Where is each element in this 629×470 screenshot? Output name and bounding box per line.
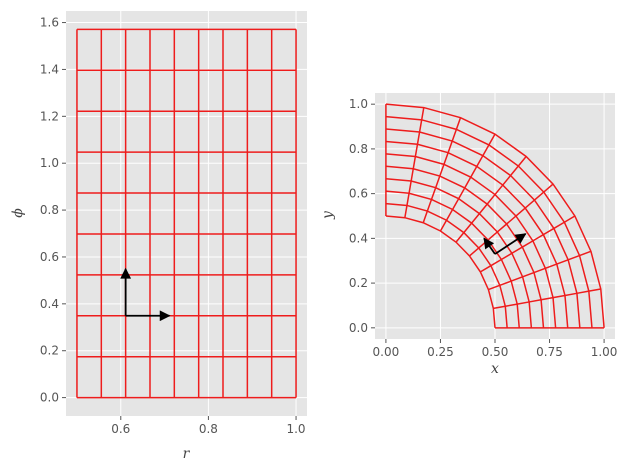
constant-r-curve	[385, 103, 605, 328]
y-tick-label: 0.4	[349, 231, 368, 245]
x-tick-label: 0.00	[373, 345, 400, 359]
constant-r-curve	[385, 177, 533, 328]
y-axis-label: ϕ	[10, 208, 26, 218]
basis-vectors	[483, 233, 527, 255]
y-tick-label: 0.6	[349, 187, 368, 201]
constant-r-curve	[385, 165, 545, 328]
constant-r-curve	[385, 202, 508, 328]
tick-labels: 0.6 0.8 1.0 0.0 0.2 0.4 0.6 0.8 1.0 1.2 1.4 1.6	[40, 16, 306, 436]
x-tick-label: 0.8	[199, 422, 218, 436]
x-tick-label: 1.0	[286, 422, 305, 436]
constant-phi-ray	[439, 133, 496, 232]
y-tick-label: 0.8	[349, 142, 368, 156]
constant-phi-ray	[493, 288, 601, 310]
tick-labels: 0.00 0.25 0.50 0.75 1.00 0.0 0.2 0.4 0.6 0.8 1.0	[349, 97, 618, 359]
x-tick-label: 1.00	[591, 345, 618, 359]
constant-r-curve	[385, 153, 557, 328]
constant-phi-ray	[480, 215, 576, 273]
mesh-lines	[385, 103, 605, 329]
y-tick-label: 1.6	[40, 16, 59, 30]
mesh-lines	[76, 28, 297, 399]
x-tick-label: 0.6	[111, 422, 130, 436]
x-tick-label: 0.25	[427, 345, 454, 359]
y-tick-label: 1.4	[40, 62, 59, 76]
constant-r-curve	[385, 215, 496, 328]
y-tick-label: 1.2	[40, 109, 59, 123]
x-tick-label: 0.75	[536, 345, 563, 359]
y-axis-label: y	[320, 210, 336, 220]
x-axis-label: r	[183, 446, 191, 462]
constant-phi-ray	[488, 250, 592, 291]
x-axis-label: x	[491, 361, 499, 377]
constant-r-curve	[385, 190, 520, 328]
x-tick-label: 0.50	[482, 345, 509, 359]
constant-phi-ray	[422, 117, 462, 223]
plot-area	[66, 11, 307, 416]
polar-parameter-plot: 0.6 0.8 1.0 0.0 0.2 0.4 0.6 0.8 1.0 1.2 1.4 1.6 r ϕ	[10, 11, 307, 462]
constant-r-curve	[385, 128, 581, 328]
constant-phi-ray	[455, 156, 527, 243]
constant-r-curve	[385, 140, 569, 328]
basis-vectors	[120, 267, 171, 322]
y-tick-label: 0.2	[40, 344, 59, 358]
y-tick-label: 1.0	[40, 156, 59, 170]
y-tick-label: 0.6	[40, 250, 59, 264]
constant-r-curve	[385, 115, 593, 328]
y-tick-label: 0.0	[40, 391, 59, 405]
constant-phi-ray	[404, 107, 425, 218]
y-tick-label: 0.2	[349, 276, 368, 290]
y-tick-label: 0.0	[349, 321, 368, 335]
basis-vector-arrow	[483, 237, 496, 255]
constant-phi-ray	[468, 183, 554, 257]
y-tick-label: 0.4	[40, 297, 59, 311]
y-tick-label: 0.8	[40, 203, 59, 217]
cartesian-annulus-plot: 0.00 0.25 0.50 0.75 1.00 0.0 0.2 0.4 0.6 0.8 1.0 x…	[320, 93, 617, 377]
basis-vector-arrow	[494, 233, 527, 255]
y-tick-label: 1.0	[349, 97, 368, 111]
